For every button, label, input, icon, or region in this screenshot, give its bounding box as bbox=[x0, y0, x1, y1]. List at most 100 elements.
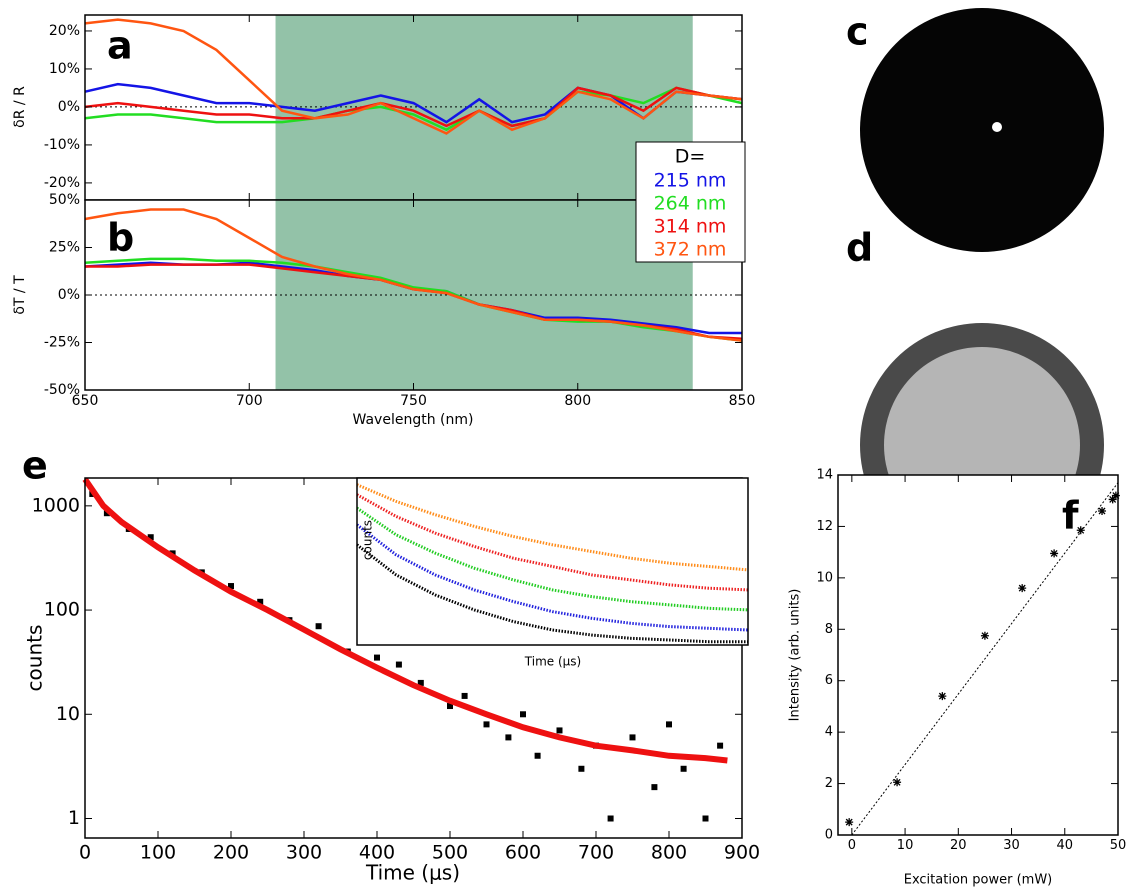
data-point bbox=[651, 784, 658, 791]
legend-box bbox=[635, 141, 746, 263]
x-tick-label: 900 bbox=[724, 842, 760, 864]
data-point bbox=[374, 654, 380, 661]
data-line bbox=[84, 86, 743, 128]
data-point bbox=[395, 661, 402, 668]
data-point bbox=[147, 534, 154, 541]
data-line bbox=[356, 543, 748, 644]
legend-entry: 314 nm bbox=[654, 216, 727, 238]
data-point bbox=[578, 765, 585, 772]
y-axis-title: counts bbox=[361, 520, 375, 560]
y-tick-label: 2 bbox=[825, 776, 833, 791]
data-point bbox=[1050, 549, 1059, 558]
data-line bbox=[356, 483, 749, 572]
panel: -20% -10% 0% 10% 20% δR / R a bbox=[12, 14, 743, 201]
y-tick-label: -25% bbox=[44, 335, 80, 351]
panel-label: c bbox=[846, 10, 869, 54]
data-line bbox=[84, 208, 743, 342]
y-tick-label: 0 bbox=[825, 828, 833, 843]
y-tick-label: -20% bbox=[44, 175, 80, 191]
x-tick-label: 40 bbox=[1056, 838, 1073, 853]
y-tick-label: 10% bbox=[49, 61, 80, 77]
data-point bbox=[938, 692, 947, 701]
x-tick-label: 700 bbox=[236, 393, 263, 409]
y-tick-label: -50% bbox=[44, 382, 80, 398]
data-point bbox=[315, 623, 322, 630]
data-point bbox=[556, 727, 563, 734]
y-axis-title: δR / R bbox=[12, 86, 28, 128]
data-point bbox=[483, 721, 490, 728]
x-tick-label: 200 bbox=[213, 842, 249, 864]
data-line bbox=[356, 523, 749, 632]
x-tick-label: 650 bbox=[72, 393, 99, 409]
data-point bbox=[447, 703, 453, 710]
legend-entry: 372 nm bbox=[654, 239, 727, 261]
x-tick-label: 0 bbox=[79, 842, 91, 864]
plot-background bbox=[838, 475, 1118, 835]
legend-entry: 215 nm bbox=[654, 170, 727, 192]
x-tick-label: 30 bbox=[1003, 838, 1020, 853]
data-point bbox=[893, 778, 902, 787]
y-tick-label: 4 bbox=[825, 725, 833, 740]
panel-label: b bbox=[107, 216, 134, 260]
legend-title: D= bbox=[675, 146, 706, 168]
y-axis-title: δT / T bbox=[12, 275, 28, 315]
y-tick-label: 25% bbox=[49, 240, 80, 256]
y-tick-label: 1 bbox=[68, 807, 80, 829]
x-tick-label: 500 bbox=[432, 842, 468, 864]
panel-label: e bbox=[22, 444, 48, 488]
image-c-spot bbox=[992, 122, 1002, 132]
x-tick-label: 850 bbox=[729, 393, 756, 409]
y-tick-label: 20% bbox=[49, 23, 80, 39]
data-point bbox=[607, 815, 614, 822]
x-tick-label: 20 bbox=[950, 838, 967, 853]
data-line bbox=[84, 257, 743, 342]
panel: -50% -25% 0% 25% 50% 650 700 750 800 850 δT / T Wav… bbox=[12, 192, 755, 428]
x-tick-label: 800 bbox=[564, 393, 591, 409]
data-point bbox=[534, 752, 541, 759]
data-point bbox=[717, 742, 724, 749]
y-tick-label: 8 bbox=[825, 622, 833, 637]
y-tick-label: 0% bbox=[58, 287, 80, 303]
y-tick-label: 10 bbox=[56, 703, 80, 725]
x-axis-title: Wavelength (nm) bbox=[353, 412, 474, 428]
y-axis-title: counts bbox=[23, 625, 47, 692]
data-point bbox=[980, 631, 989, 640]
x-tick-label: 400 bbox=[359, 842, 395, 864]
panel-label: a bbox=[107, 24, 133, 68]
data-line bbox=[356, 493, 749, 592]
data-point bbox=[103, 510, 110, 517]
data-point bbox=[1108, 495, 1117, 504]
data-point bbox=[680, 765, 687, 772]
data-point bbox=[1111, 491, 1120, 500]
y-tick-label: 12 bbox=[816, 519, 833, 534]
x-axis-title: Time (μs) bbox=[365, 861, 460, 885]
panel: 0 2 4 6 8 10 12 14 0 10 20 30 40 50 Intensity (arb. un… bbox=[788, 468, 1127, 888]
fit-line bbox=[82, 477, 728, 764]
x-axis-title: Time (μs) bbox=[524, 655, 581, 669]
y-tick-label: 100 bbox=[44, 599, 80, 621]
highlight-region bbox=[275, 15, 693, 200]
legend-entry: 264 nm bbox=[654, 193, 727, 215]
data-point bbox=[1076, 526, 1085, 535]
data-point bbox=[702, 815, 709, 822]
y-tick-label: 10 bbox=[816, 570, 833, 585]
data-point bbox=[666, 721, 672, 728]
data-point bbox=[417, 679, 424, 686]
x-tick-label: 0 bbox=[848, 838, 856, 853]
plot-background bbox=[357, 478, 748, 645]
x-tick-label: 300 bbox=[286, 842, 322, 864]
data-point bbox=[228, 583, 234, 590]
y-tick-label: 14 bbox=[816, 468, 833, 483]
data-point bbox=[1018, 584, 1027, 593]
panel-label: f bbox=[1062, 494, 1079, 538]
x-axis-title: Excitation power (mW) bbox=[904, 873, 1053, 888]
x-tick-label: 600 bbox=[505, 842, 541, 864]
x-tick-label: 750 bbox=[400, 393, 427, 409]
data-point bbox=[845, 818, 854, 827]
y-tick-label: -10% bbox=[44, 137, 80, 153]
panel: counts Time (μs) bbox=[356, 477, 749, 669]
data-line bbox=[84, 86, 743, 132]
x-tick-label: 100 bbox=[140, 842, 176, 864]
